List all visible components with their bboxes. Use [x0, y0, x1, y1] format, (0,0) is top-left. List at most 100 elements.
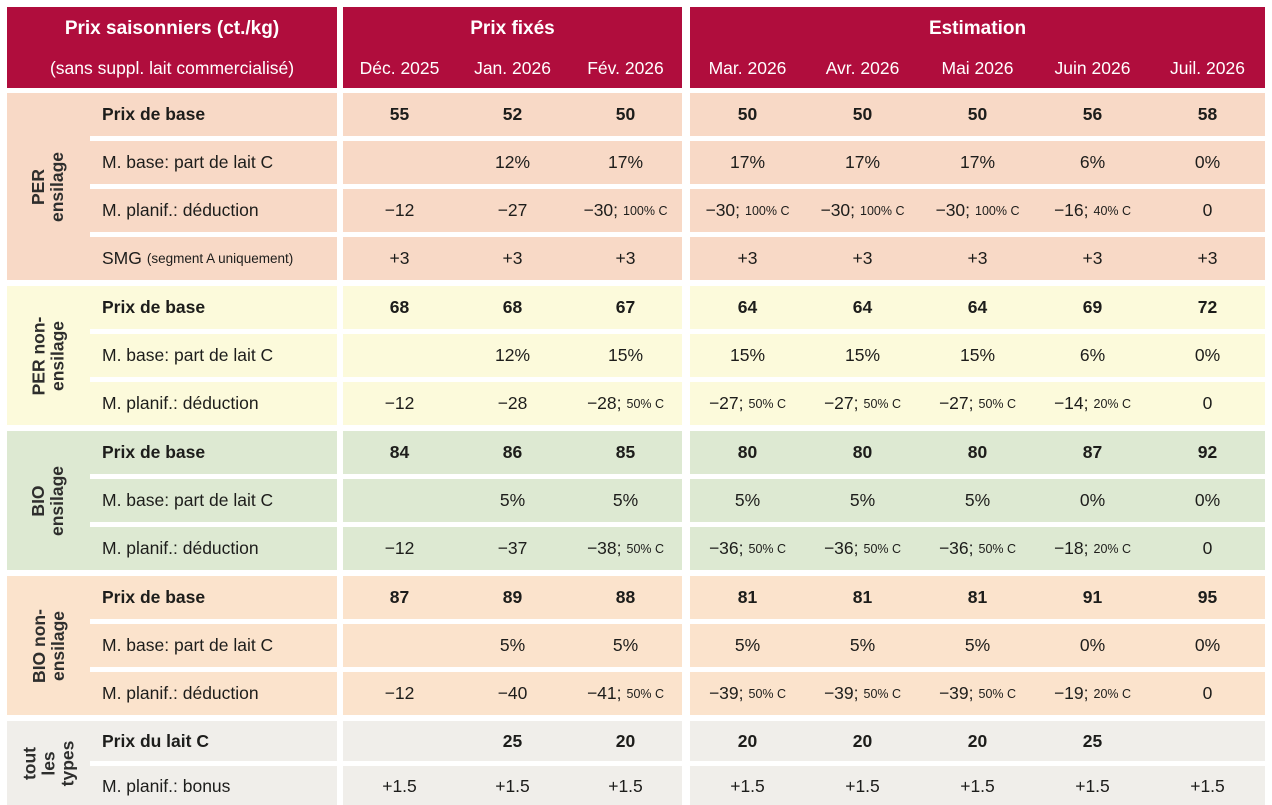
value-cell: 12%	[494, 152, 531, 172]
fixed-cells: 5% 5%	[343, 624, 682, 667]
value-cell: 5%	[734, 490, 761, 510]
row-label: M. planif.: déduction	[90, 382, 337, 425]
cell-value: −16;	[1053, 200, 1089, 220]
fixed-cells: −12 −28 −28; 50% C	[343, 382, 682, 425]
cell-suffix: 50% C	[978, 396, 1017, 411]
table-row: M. base: part de lait C 5% 5% 5% 5% 5% 0% 0%	[90, 624, 1265, 667]
row-label: Prix de base	[90, 286, 337, 329]
fixed-cells: 25 20	[343, 721, 682, 761]
value-cell: 6%	[1079, 345, 1106, 365]
value-cell: 58	[1197, 104, 1218, 124]
value-cell: −30; 100% C	[805, 189, 920, 232]
group-label-line: ensilage	[47, 610, 68, 681]
group-label-line: les	[38, 751, 58, 776]
estimation-cells: −39; 50% C −39; 50% C −39; 50% C −19; 20% C 0	[690, 672, 1265, 715]
row-label-text: M. base: part de lait C	[102, 490, 274, 510]
cell-suffix: 50% C	[863, 686, 902, 701]
fixed-cells: 5% 5%	[343, 479, 682, 522]
row-group-tous-types: tout les types Prix du lait C 25 20 20 20 20 25 M.…	[7, 721, 1265, 805]
value-cell: 81	[737, 587, 758, 607]
cell-value: −39;	[938, 683, 974, 703]
fixed-cells: 55 52 50	[343, 93, 682, 136]
table-subtitle: (sans suppl. lait commercialisé)	[49, 58, 295, 78]
fixed-cells: −12 −40 −41; 50% C	[343, 672, 682, 715]
value-cell: 6%	[1079, 152, 1106, 172]
table-row: M. planif.: bonus +1.5 +1.5 +1.5 +1.5 +1.5 +1.…	[90, 766, 1265, 805]
value-cell	[343, 141, 456, 184]
row-label: Prix du lait C	[90, 721, 337, 761]
row-label: Prix de base	[90, 431, 337, 474]
value-cell: 17%	[959, 152, 996, 172]
value-cell: 72	[1197, 297, 1218, 317]
cell-suffix: 50% C	[978, 541, 1017, 556]
fixed-prices-title: Prix fixés	[470, 18, 555, 39]
table-row: Prix de base 55 52 50 50 50 50 56 58	[90, 93, 1265, 136]
group-label-line: PER	[28, 168, 49, 205]
value-cell: 80	[967, 442, 988, 462]
value-cell: −30; 100% C	[690, 189, 805, 232]
value-cell: −30; 100% C	[569, 189, 682, 232]
row-label: M. base: part de lait C	[90, 479, 337, 522]
group-label-line: ensilage	[47, 320, 68, 391]
value-cell: 17%	[844, 152, 881, 172]
value-cell: −27; 50% C	[920, 382, 1035, 425]
row-label: M. base: part de lait C	[90, 624, 337, 667]
group-rows: Prix de base 87 89 88 81 81 81 91 95 M. base: par…	[90, 576, 1265, 715]
estimation-cells: +1.5 +1.5 +1.5 +1.5 +1.5	[690, 766, 1265, 805]
cell-value: −30;	[583, 200, 619, 220]
value-cell: 56	[1082, 104, 1103, 124]
group-label: PER non-ensilage	[29, 316, 68, 395]
group-label-strip: PER ensilage	[7, 93, 90, 280]
value-cell: 80	[852, 442, 873, 462]
value-cell: −39; 50% C	[690, 672, 805, 715]
row-label-text: M. base: part de lait C	[102, 345, 274, 365]
value-cell: −27; 50% C	[805, 382, 920, 425]
value-cell: 86	[502, 442, 523, 462]
group-label-line: BIO non-	[28, 608, 49, 683]
cell-suffix: 50% C	[748, 686, 787, 701]
cell-value: −30;	[820, 200, 856, 220]
cell-value: −27;	[938, 393, 974, 413]
value-cell: 64	[737, 297, 758, 317]
cell-value: −27;	[823, 393, 859, 413]
value-cell: −39; 50% C	[805, 672, 920, 715]
month-label: Déc. 2025	[359, 58, 440, 78]
value-cell: 0	[1202, 393, 1213, 413]
value-cell: −27; 50% C	[690, 382, 805, 425]
cell-suffix: 100% C	[745, 203, 790, 218]
value-cell: +3	[1082, 248, 1103, 268]
value-cell	[343, 721, 456, 761]
group-label-line: ensilage	[47, 465, 68, 536]
cell-value: −36;	[823, 538, 859, 558]
value-cell: −36; 50% C	[690, 527, 805, 570]
cell-value: −36;	[708, 538, 744, 558]
value-cell: +1.5	[730, 775, 765, 796]
value-cell: +1.5	[608, 775, 643, 796]
value-cell: −16; 40% C	[1035, 189, 1150, 232]
table-row: Prix de base 84 86 85 80 80 80 87 92	[90, 431, 1265, 474]
value-cell: +3	[615, 248, 636, 268]
value-cell: 5%	[499, 490, 526, 510]
row-label-text: Prix de base	[102, 297, 206, 317]
table-row: Prix du lait C 25 20 20 20 20 25	[90, 721, 1265, 761]
value-cell: +1.5	[382, 775, 417, 796]
value-cell: 17%	[607, 152, 644, 172]
value-cell: 81	[852, 587, 873, 607]
cell-suffix: 50% C	[626, 396, 665, 411]
value-cell: −40	[497, 683, 528, 703]
fixed-cells: 87 89 88	[343, 576, 682, 619]
cell-suffix: 20% C	[1093, 541, 1132, 556]
value-cell: +3	[737, 248, 758, 268]
cell-suffix: 50% C	[978, 686, 1017, 701]
month-label: Jan. 2026	[474, 58, 551, 78]
value-cell: 91	[1082, 587, 1103, 607]
value-cell: 0%	[1079, 635, 1106, 655]
value-cell: 64	[852, 297, 873, 317]
cell-suffix: 50% C	[748, 396, 787, 411]
value-cell: −27	[497, 200, 528, 220]
value-cell: +3	[967, 248, 988, 268]
table-row: M. planif.: déduction −12 −27 −30; 100% C −30…	[90, 189, 1265, 232]
row-group-bio-non-ensilage: BIO non-ensilage Prix de base 87 89 88 81 81 81…	[7, 576, 1265, 715]
estimation-cells: 5% 5% 5% 0% 0%	[690, 479, 1265, 522]
value-cell: 80	[737, 442, 758, 462]
